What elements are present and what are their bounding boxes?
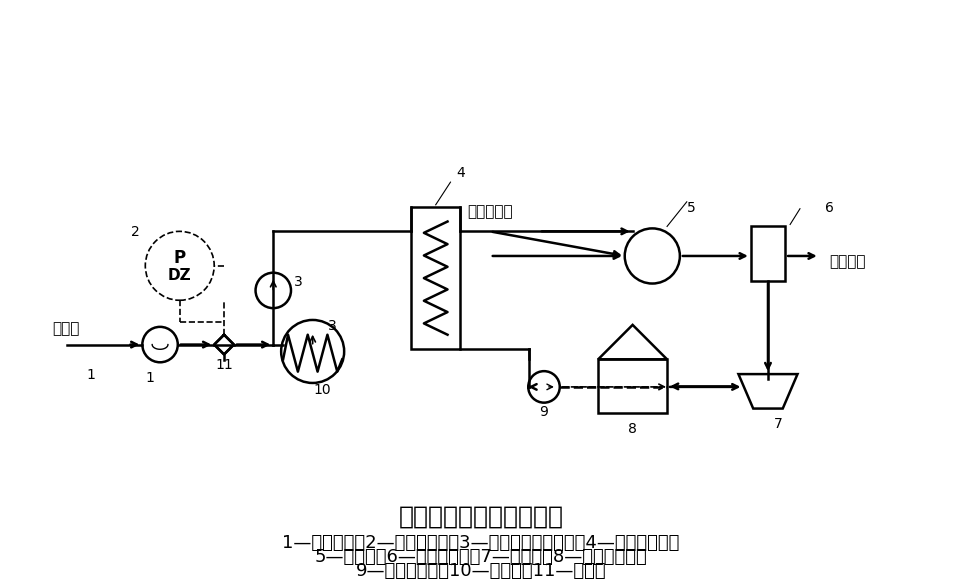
Text: 5—集气罐；6—气液分离器；7—沉清槽；8—氨水中间槽；: 5—集气罐；6—气液分离器；7—沉清槽；8—氨水中间槽；	[314, 548, 647, 566]
Text: 3: 3	[293, 274, 302, 288]
Text: 氨水余热回收工艺流程图: 氨水余热回收工艺流程图	[398, 505, 563, 529]
Text: 1—补给水泵；2—压力继电器；3—余热回收循环水泵；4—氨水冷却器；: 1—补给水泵；2—压力继电器；3—余热回收循环水泵；4—氨水冷却器；	[282, 534, 679, 552]
Text: 喷洒后氨水: 喷洒后氨水	[466, 205, 512, 220]
Text: 6: 6	[825, 201, 833, 215]
Text: 2: 2	[131, 225, 139, 240]
Bar	[750, 226, 784, 281]
Text: 10: 10	[313, 383, 331, 397]
Text: DZ: DZ	[168, 268, 191, 283]
Bar	[598, 360, 666, 414]
Text: 9—氨水循环泵；10—热用户；11—电磁阀: 9—氨水循环泵；10—热用户；11—电磁阀	[356, 562, 605, 580]
Polygon shape	[214, 335, 234, 354]
Text: 7: 7	[773, 417, 781, 432]
Text: 11: 11	[215, 358, 233, 372]
Text: P: P	[174, 249, 185, 267]
Bar	[410, 206, 460, 350]
Text: 补给水: 补给水	[52, 321, 79, 336]
Text: 9: 9	[539, 405, 548, 419]
Text: 4: 4	[456, 166, 464, 180]
Text: 5: 5	[686, 201, 696, 215]
Text: 1: 1	[146, 371, 155, 385]
Text: 8: 8	[628, 422, 636, 436]
Text: 1: 1	[86, 368, 95, 382]
Text: 3: 3	[328, 319, 336, 333]
Text: 去初冷器: 去初冷器	[828, 254, 865, 269]
